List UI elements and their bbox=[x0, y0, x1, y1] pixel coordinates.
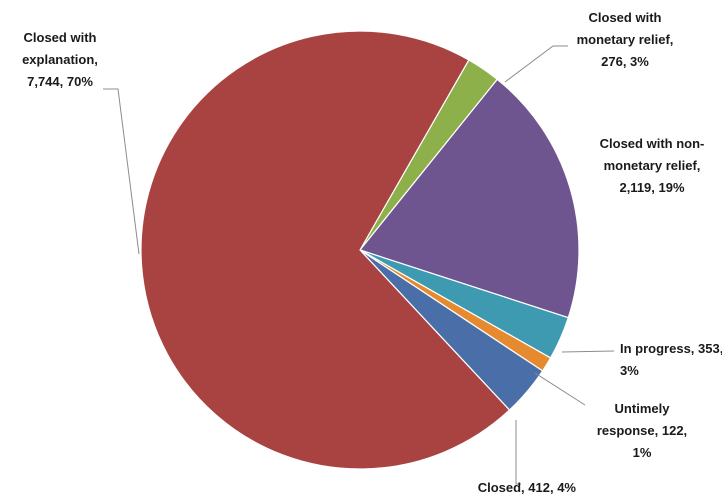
slice-label-line: 1% bbox=[633, 445, 652, 460]
slice-label-line: 276, 3% bbox=[601, 54, 649, 69]
labels-layer: Closed with monetary relief, 276, 3%Closed… bbox=[22, 10, 722, 495]
leader-line-closed bbox=[515, 420, 521, 485]
slice-label-line: 7,744, 70% bbox=[27, 74, 93, 89]
pie-slice-closed-with-non-monetary-relief bbox=[358, 78, 580, 319]
slice-label-line: In progress, 353, bbox=[620, 341, 722, 356]
slice-label-line: monetary relief, bbox=[577, 32, 674, 47]
leader-line-closed-with-explanation bbox=[103, 88, 140, 255]
slice-label-closed-with-monetary-relief: Closed with monetary relief, 276, 3% bbox=[577, 10, 674, 69]
slice-label-line: Closed with non- bbox=[600, 136, 705, 151]
leader-line-in-progress bbox=[561, 350, 615, 353]
slice-label-in-progress: In progress, 353, 3% bbox=[620, 341, 722, 378]
slice-label-line: explanation, bbox=[22, 52, 98, 67]
slice-label-line: Closed with bbox=[589, 10, 662, 25]
slices-layer bbox=[140, 30, 580, 470]
slice-label-line: 3% bbox=[620, 363, 639, 378]
slice-label-line: Closed with bbox=[24, 30, 97, 45]
slice-label-line: monetary relief, bbox=[604, 158, 701, 173]
slice-label-line: response, 122, bbox=[597, 423, 687, 438]
slice-label-closed-with-explanation: Closed with explanation, 7,744, 70% bbox=[22, 30, 98, 89]
slice-label-line: Closed, 412, 4% bbox=[478, 480, 577, 495]
slice-label-line: Untimely bbox=[615, 401, 671, 416]
slice-label-untimely-response: Untimely response, 122, 1% bbox=[597, 401, 687, 460]
slice-label-closed-with-non-monetary-relief: Closed with non-monetary relief, 2,119, 1… bbox=[600, 136, 705, 195]
leader-line-untimely-response bbox=[534, 372, 586, 406]
slice-label-line: 2,119, 19% bbox=[619, 180, 684, 195]
leader-line-closed-with-monetary-relief bbox=[504, 45, 568, 83]
slice-label-closed: Closed, 412, 4% bbox=[478, 480, 577, 495]
pie-slice-closed-with-explanation bbox=[140, 30, 511, 470]
leader-lines-layer bbox=[103, 45, 615, 485]
